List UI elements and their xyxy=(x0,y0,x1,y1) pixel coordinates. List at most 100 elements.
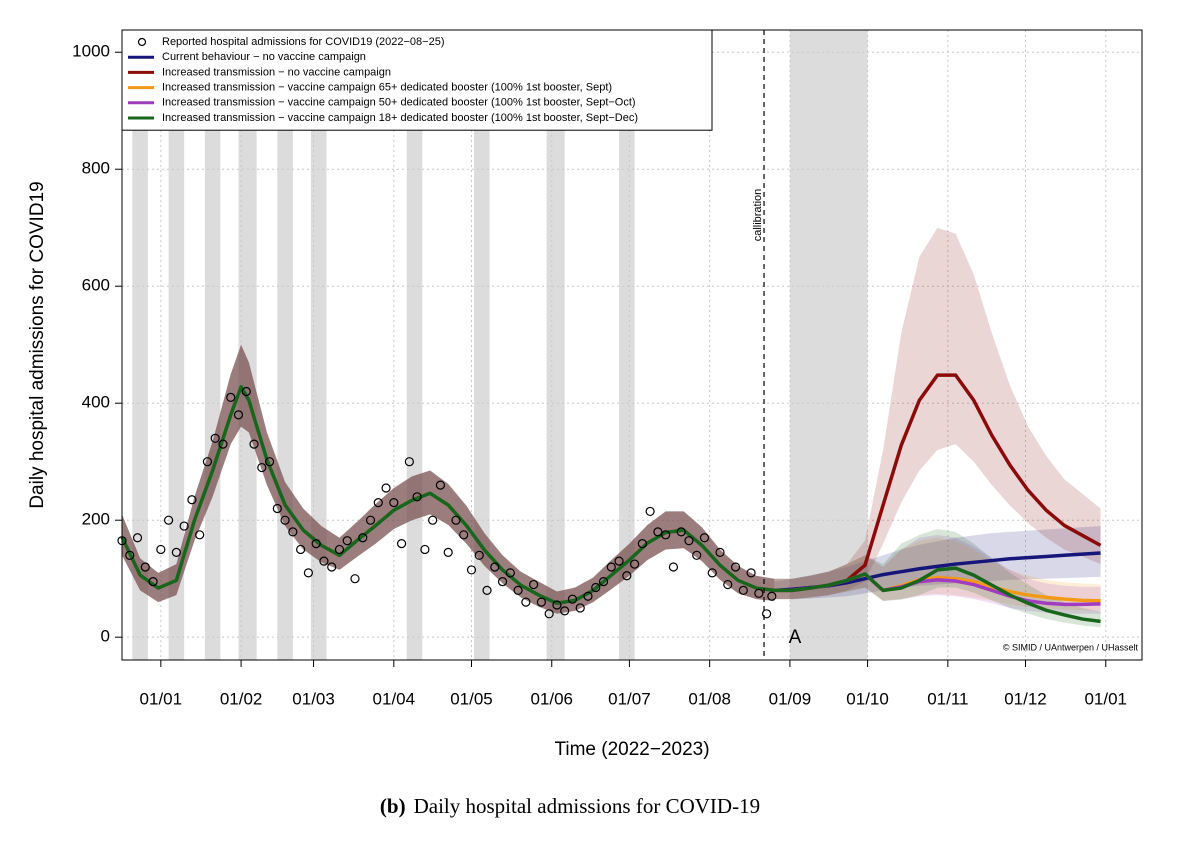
x-tick-label: 01/09 xyxy=(769,689,812,708)
x-tick-label: 01/01 xyxy=(140,689,183,708)
observation-point xyxy=(707,568,717,578)
observation-point xyxy=(288,527,298,537)
legend: Reported hospital admissions for COVID19… xyxy=(121,29,713,131)
observation-point xyxy=(257,462,267,473)
observation-point xyxy=(210,433,220,443)
annotation: A xyxy=(789,627,802,648)
observation-point xyxy=(661,530,671,540)
observation-point xyxy=(148,577,158,587)
observation-point xyxy=(327,562,337,572)
series-line xyxy=(120,385,1101,624)
observation-point xyxy=(505,568,515,578)
observation-point xyxy=(598,577,609,587)
caption: (b) Daily hospital admissions for COVID-1… xyxy=(380,794,760,818)
x-tick-label: 01/05 xyxy=(450,689,493,708)
observation-point xyxy=(738,585,748,595)
observation-point xyxy=(373,498,383,508)
observation-point xyxy=(365,515,376,525)
shaded-period xyxy=(132,30,148,660)
x-tick-label: 01/08 xyxy=(688,689,731,708)
observation-point xyxy=(303,568,313,578)
y-tick-label: 600 xyxy=(82,276,110,295)
legend-marker xyxy=(137,37,147,47)
credit: © SIMID / UAntwerpen / UHasselt xyxy=(1003,642,1139,652)
y-tick-label: 0 xyxy=(101,627,110,646)
observation-point xyxy=(389,498,399,508)
observation-point xyxy=(622,571,632,581)
observation-point xyxy=(140,562,150,572)
observation-point xyxy=(521,597,531,607)
observation-point xyxy=(668,562,679,572)
observation-point xyxy=(226,392,236,402)
observation-point xyxy=(171,547,181,557)
observation-point xyxy=(451,515,461,525)
x-tick-label: 01/03 xyxy=(292,689,335,708)
observation-point xyxy=(233,410,244,420)
x-tick-label: 01/11 xyxy=(927,689,968,708)
observation-point xyxy=(606,562,616,572)
y-axis-label: Daily hospital admissions for COVID19 xyxy=(27,181,48,508)
observation-point xyxy=(762,609,772,619)
y-tick-label: 1000 xyxy=(72,42,110,61)
observation-point xyxy=(699,533,710,543)
observation-point xyxy=(272,503,282,514)
observation-point xyxy=(187,495,197,505)
observation-point xyxy=(428,515,438,525)
observation-point xyxy=(218,439,228,449)
x-tick-label: 01/04 xyxy=(373,689,416,708)
observation-point xyxy=(730,562,741,572)
x-tick-label: 01/07 xyxy=(608,689,651,708)
observation-point xyxy=(684,536,694,546)
shaded-period xyxy=(474,30,490,660)
legend-box xyxy=(121,29,713,131)
observation-point xyxy=(443,547,453,557)
observation-point xyxy=(536,597,546,607)
observation-point xyxy=(591,582,601,593)
observation-point xyxy=(179,521,189,531)
observation-point xyxy=(490,562,500,572)
legend-label: Increased transmission − vaccine campaig… xyxy=(162,97,636,109)
x-tick-label: 01/10 xyxy=(846,689,889,708)
observation-point xyxy=(125,550,135,560)
observation-point xyxy=(334,544,345,555)
observation-point xyxy=(637,538,647,549)
legend-label: Current behaviour − no vaccine campaign xyxy=(162,51,366,63)
observation-point xyxy=(676,527,686,537)
observation-point xyxy=(249,439,259,449)
x-axis-label: Time (2022−2023) xyxy=(554,739,709,760)
observation-point xyxy=(552,600,562,610)
x-tick-label: 01/12 xyxy=(1004,689,1047,708)
observation-point xyxy=(692,550,702,560)
observation-point xyxy=(435,480,446,490)
x-tick-label: 01/02 xyxy=(220,689,263,708)
observation-point xyxy=(132,533,143,543)
legend-label: Increased transmission − vaccine campaig… xyxy=(162,82,612,94)
plot-data-layer: callibration xyxy=(117,30,1102,660)
observation-point xyxy=(280,515,290,525)
observation-point xyxy=(575,603,585,613)
observation-point xyxy=(350,574,360,584)
shaded-period xyxy=(546,30,565,660)
observation-point xyxy=(629,559,640,569)
observation-point xyxy=(412,492,422,502)
observation-point xyxy=(296,544,306,555)
observation-point xyxy=(466,565,477,575)
x-tick-label: 01/01 xyxy=(1084,689,1127,708)
observation-point xyxy=(156,544,166,555)
calibration-label: callibration xyxy=(752,189,764,242)
observation-point xyxy=(723,579,733,590)
legend-label: Reported hospital admissions for COVID19… xyxy=(162,36,445,48)
observation-point xyxy=(754,588,764,598)
shaded-period xyxy=(789,30,868,660)
observation-point xyxy=(241,386,251,397)
observation-point xyxy=(560,606,570,616)
observation-point xyxy=(404,457,414,467)
y-tick-label: 200 xyxy=(82,510,110,529)
observation-point xyxy=(567,594,578,604)
observation-point xyxy=(459,530,469,540)
observation-point xyxy=(396,538,407,549)
observation-point xyxy=(381,483,391,493)
